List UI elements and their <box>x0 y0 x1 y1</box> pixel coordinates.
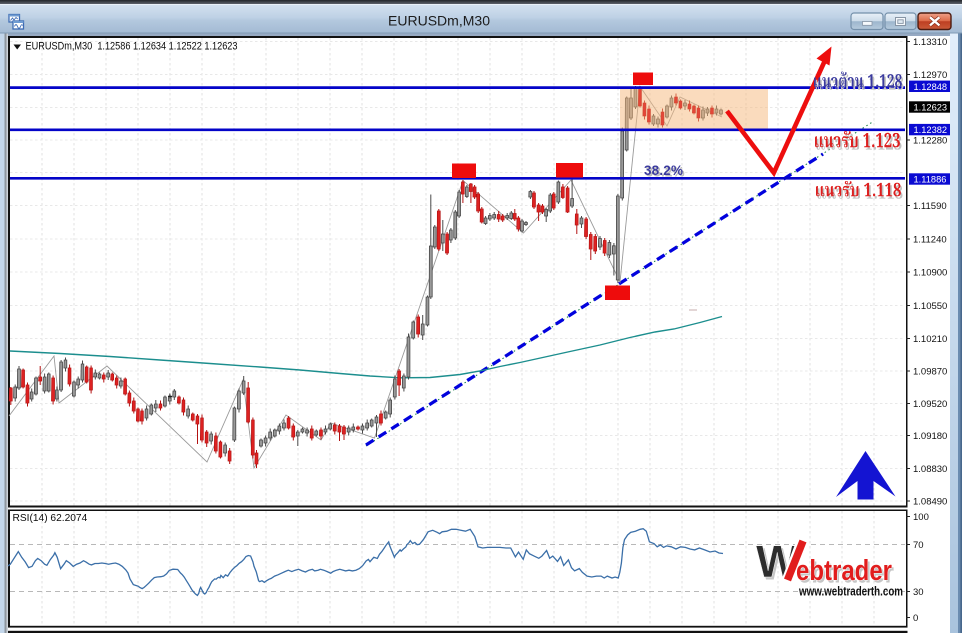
svg-text:70: 70 <box>913 540 924 551</box>
svg-text:1.08490: 1.08490 <box>913 496 947 507</box>
svg-text:www.webtraderth.com: www.webtraderth.com <box>798 584 903 599</box>
svg-text:0: 0 <box>913 613 918 624</box>
svg-text:1.11590: 1.11590 <box>913 201 947 212</box>
svg-text:ebtrader: ebtrader <box>796 555 892 587</box>
svg-text:1.09870: 1.09870 <box>913 366 947 377</box>
svg-text:EURUSDm,M30 1.12586 1.12634 1: EURUSDm,M30 1.12586 1.12634 1.12522 1.12… <box>26 41 238 53</box>
svg-text:EURUSDm,M30: EURUSDm,M30 <box>388 13 490 29</box>
svg-text:30: 30 <box>913 587 924 598</box>
svg-text:1.09520: 1.09520 <box>913 399 947 410</box>
svg-text:1.09180: 1.09180 <box>913 431 947 442</box>
svg-text:1.11240: 1.11240 <box>913 234 947 245</box>
svg-text:100: 100 <box>913 512 929 523</box>
svg-text:38.2%: 38.2% <box>644 163 683 178</box>
svg-text:1.10900: 1.10900 <box>913 267 947 278</box>
svg-text:38.2%: 38.2% <box>646 165 685 180</box>
svg-text:1.12280: 1.12280 <box>913 135 947 146</box>
svg-text:1.12848: 1.12848 <box>914 82 948 92</box>
svg-text:1.12382: 1.12382 <box>914 125 948 135</box>
svg-text:1.08830: 1.08830 <box>913 464 947 475</box>
svg-text:1.11886: 1.11886 <box>914 175 947 185</box>
svg-text:1.12970: 1.12970 <box>913 70 947 81</box>
svg-text:ebtrader: ebtrader <box>798 558 894 590</box>
svg-text:1.10550: 1.10550 <box>913 301 947 312</box>
svg-text:1.13310: 1.13310 <box>913 37 947 48</box>
svg-text:1.10210: 1.10210 <box>913 334 947 345</box>
svg-text:1.12623: 1.12623 <box>914 103 948 113</box>
svg-text:RSI(14) 62.2074: RSI(14) 62.2074 <box>13 513 88 524</box>
